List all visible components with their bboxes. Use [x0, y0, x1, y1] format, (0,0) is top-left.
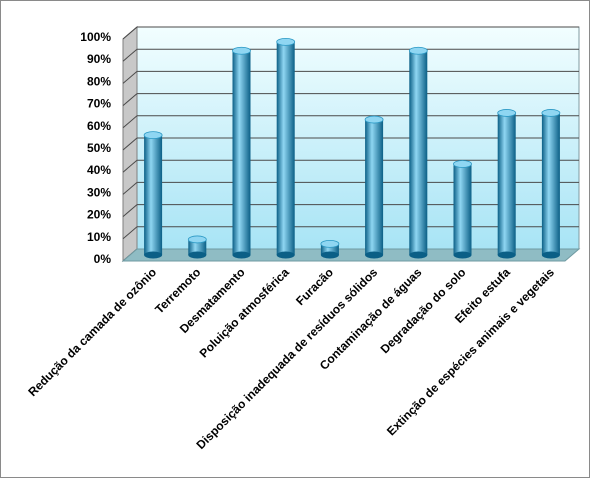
y-tick-label: 90%	[87, 52, 111, 66]
y-tick-label: 10%	[87, 230, 111, 244]
gridline-side	[122, 115, 138, 129]
y-tick-label: 70%	[87, 97, 111, 111]
bar	[187, 235, 207, 259]
gridline-side	[122, 71, 138, 84]
gridline-side	[122, 226, 138, 240]
gridline-side	[122, 93, 138, 106]
gridline-side	[122, 204, 138, 217]
y-axis-ticks: 0% 10% 20% 30% 40% 50% 60% 70% 80% 90% 100%	[80, 30, 111, 266]
bar	[364, 115, 384, 259]
bar	[320, 239, 340, 259]
gridline-side	[122, 26, 138, 40]
bar	[276, 37, 296, 259]
bar	[497, 109, 517, 259]
y-tick-label: 20%	[87, 208, 111, 222]
x-category-label: Degradação do solo	[378, 265, 469, 356]
gridline-side	[122, 182, 138, 195]
gridline-side	[122, 137, 138, 151]
x-category-label: Extinção de espécies animais e vegetais	[384, 265, 557, 438]
y-tick-label: 60%	[87, 119, 111, 133]
bar	[453, 160, 472, 259]
x-axis-labels: Redução da camada de ozônioTerremotoDesm…	[25, 265, 557, 452]
bar	[143, 131, 163, 259]
x-category-label: Redução da camada de ozônio	[25, 265, 159, 399]
y-tick-label: 40%	[87, 163, 111, 177]
y-tick-label: 0%	[94, 252, 112, 266]
gridline-side	[122, 159, 138, 173]
gridline-side	[122, 48, 138, 62]
y-tick-label: 100%	[80, 30, 111, 44]
y-tick-label: 80%	[87, 74, 111, 88]
bar	[408, 46, 428, 259]
y-tick-label: 50%	[87, 141, 111, 155]
y-tick-label: 30%	[87, 185, 111, 199]
bar	[232, 46, 251, 259]
bars	[143, 37, 561, 259]
bar	[541, 109, 561, 259]
x-category-label: Poluição atmosférica	[197, 265, 292, 360]
x-category-label: Furacão	[293, 265, 336, 308]
